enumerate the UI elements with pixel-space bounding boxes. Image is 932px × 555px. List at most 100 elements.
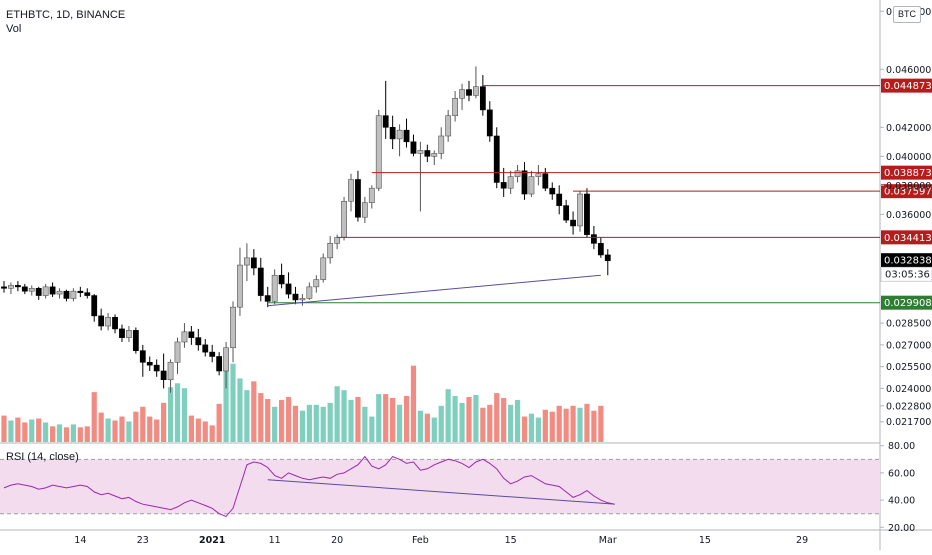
volume-bar — [591, 410, 597, 442]
volume-bar — [327, 402, 333, 442]
candle — [348, 179, 354, 202]
countdown-bg — [880, 266, 932, 282]
level-price-label: 0.044873 — [884, 81, 932, 92]
volume-bar — [202, 421, 208, 442]
volume-bar — [417, 410, 423, 442]
volume-bar — [147, 416, 153, 442]
rsi-label: RSI (14, close) — [6, 451, 79, 463]
volume-bar — [459, 402, 465, 442]
candle — [431, 153, 438, 157]
volume-bar — [341, 390, 347, 442]
candle — [257, 267, 264, 296]
volume-bar — [494, 393, 500, 442]
volume-bar — [452, 396, 458, 442]
candle — [132, 330, 139, 351]
candle — [438, 135, 445, 154]
currency-button[interactable]: BTC — [893, 6, 921, 23]
candle — [146, 361, 153, 366]
volume-bar — [258, 393, 264, 442]
time-tick-label: 14 — [74, 535, 86, 546]
volume-bar — [542, 409, 548, 442]
candle — [250, 257, 257, 269]
candle — [410, 141, 417, 154]
candle — [77, 290, 84, 293]
candle — [375, 115, 382, 189]
volume-bar — [348, 399, 354, 442]
candle — [1, 286, 7, 289]
price-tick-label: 0.025500 — [886, 362, 931, 373]
volume-label: Vol — [6, 23, 22, 35]
symbol-title: ETHBTC, 1D, BINANCE — [6, 9, 126, 21]
volume-bar — [140, 406, 146, 442]
level-tag-bg — [881, 184, 932, 199]
volume-bar — [279, 399, 285, 442]
volume-bar — [251, 381, 257, 442]
candle — [493, 135, 500, 183]
level-price-label: 0.034413 — [884, 233, 932, 244]
candle — [70, 290, 77, 299]
rsi-band — [0, 459, 880, 514]
volume-bar — [535, 417, 541, 442]
price-tick-label: 0.040000 — [886, 152, 931, 163]
volume-bar — [487, 404, 493, 442]
candle — [514, 170, 521, 177]
time-tick-label: 23 — [137, 535, 149, 546]
candle — [244, 257, 250, 266]
candle — [479, 86, 486, 111]
rsi-tick-label: 60.00 — [888, 468, 915, 479]
price-tick-label: 0.038000 — [886, 181, 931, 192]
trendline — [267, 274, 601, 307]
candle — [466, 89, 472, 96]
volume-bar — [473, 395, 479, 442]
volume-bar — [598, 405, 604, 442]
volume-bar — [84, 426, 90, 442]
volume-bar — [299, 410, 306, 442]
candle — [417, 150, 424, 154]
volume-bar — [56, 424, 63, 442]
volume-bar — [119, 416, 125, 442]
volume-bar — [49, 426, 56, 442]
candle — [389, 126, 396, 140]
price-tick-label: 0.027000 — [886, 340, 931, 351]
candle — [521, 170, 528, 195]
candle — [334, 237, 341, 244]
volume-bar — [306, 404, 312, 442]
volume-bar — [514, 399, 521, 442]
candle — [105, 317, 111, 327]
candle — [91, 295, 98, 317]
volume-bar — [70, 424, 76, 442]
candle — [313, 279, 320, 288]
price-tick-label: 0.021700 — [886, 417, 931, 428]
rsi-tick-label: 40.00 — [888, 496, 915, 507]
price-tick-label: 0.046000 — [886, 65, 931, 76]
volume-bar — [584, 403, 590, 442]
volume-bar — [181, 388, 188, 442]
candle — [230, 306, 236, 349]
volume-bar — [355, 397, 361, 442]
candle — [299, 298, 306, 301]
candle — [28, 288, 35, 292]
volume-bar — [313, 404, 319, 442]
candle — [237, 264, 243, 308]
candle — [382, 115, 389, 128]
candle — [452, 97, 458, 116]
volume-bar — [22, 422, 28, 442]
candle — [361, 202, 368, 218]
volume-bar — [577, 407, 583, 442]
volume-bar — [98, 412, 104, 442]
volume-bar — [431, 417, 437, 442]
candle — [264, 295, 271, 302]
candle — [528, 176, 535, 195]
volume-bar — [91, 392, 97, 442]
level-tag-bg — [881, 230, 932, 245]
candle — [126, 330, 132, 338]
candle — [341, 200, 347, 238]
candle — [112, 317, 118, 330]
volume-bar — [237, 378, 243, 442]
candle — [604, 254, 611, 262]
volume-bar — [272, 406, 278, 442]
time-tick-label: 11 — [269, 535, 281, 546]
volume-bar — [390, 397, 396, 442]
volume-bar — [216, 403, 222, 442]
candle — [473, 86, 479, 96]
